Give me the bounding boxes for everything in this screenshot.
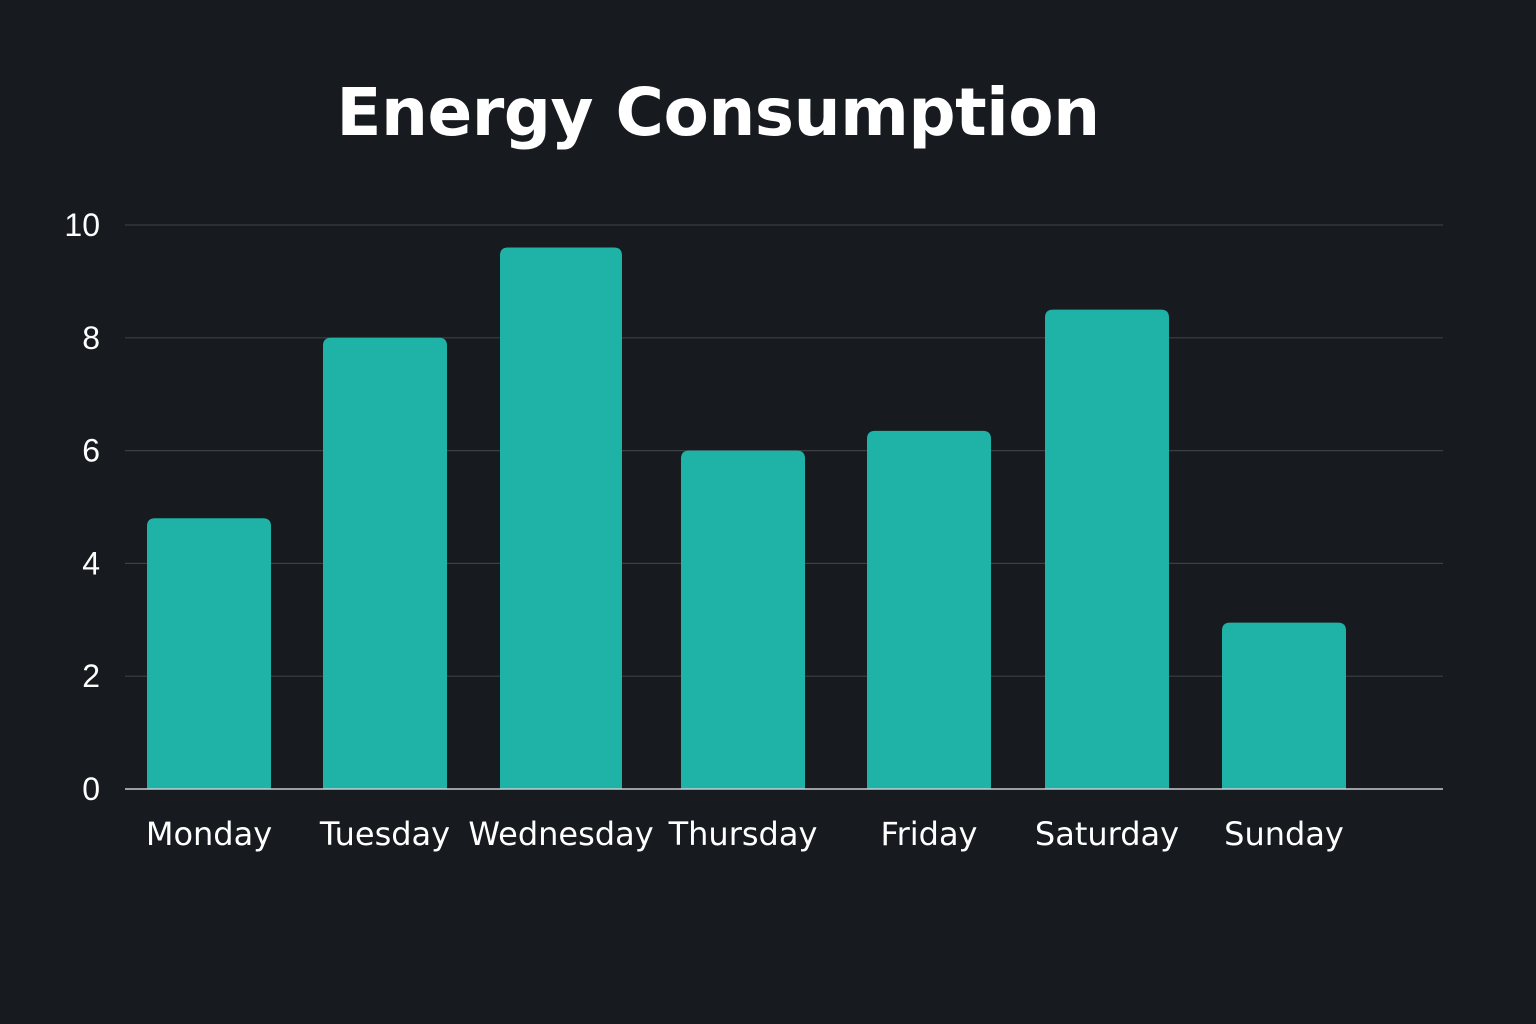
y-tick-label: 6: [82, 433, 100, 469]
y-tick-label: 4: [82, 545, 100, 581]
bars: [147, 247, 1346, 789]
bar-sunday: [1222, 622, 1346, 789]
bar-saturday: [1045, 309, 1169, 789]
x-tick-label-tuesday: Tuesday: [319, 815, 450, 853]
bar-wednesday: [500, 247, 622, 789]
x-tick-label-thursday: Thursday: [668, 815, 818, 853]
bar-tuesday: [323, 337, 447, 789]
x-tick-label-saturday: Saturday: [1035, 815, 1179, 853]
y-axis-ticks: 0 2 4 6 8 10: [64, 207, 100, 807]
x-tick-label-monday: Monday: [146, 815, 272, 853]
y-tick-label: 8: [82, 320, 100, 356]
x-tick-label-sunday: Sunday: [1224, 815, 1344, 853]
bar-friday: [867, 430, 991, 789]
y-tick-label: 0: [82, 771, 100, 807]
x-tick-label-friday: Friday: [881, 815, 978, 853]
y-tick-label: 10: [64, 207, 100, 243]
chart-title: Energy Consumption: [336, 74, 1100, 151]
bar-monday: [147, 518, 271, 789]
y-tick-label: 2: [82, 658, 100, 694]
x-axis-ticks: Monday Tuesday Wednesday Thursday Friday Satu…: [146, 815, 1344, 853]
x-tick-label-wednesday: Wednesday: [468, 815, 653, 853]
bar-thursday: [681, 450, 805, 789]
